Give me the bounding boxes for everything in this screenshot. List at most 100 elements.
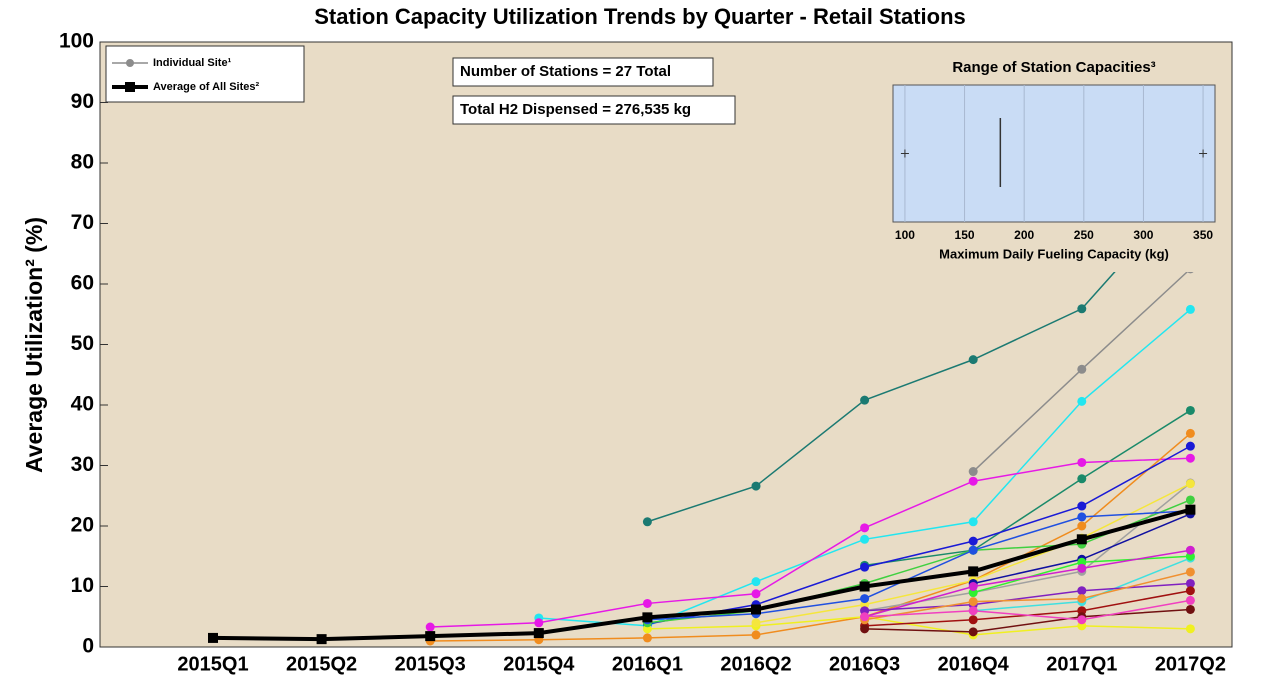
point bbox=[642, 612, 653, 623]
annotation-box bbox=[452, 95, 736, 125]
series-line bbox=[647, 445, 1191, 625]
point bbox=[1077, 615, 1087, 625]
point bbox=[316, 634, 327, 645]
point bbox=[860, 594, 870, 604]
series-line bbox=[430, 432, 1191, 642]
y-tick-label: 20 bbox=[71, 514, 94, 537]
point bbox=[860, 395, 870, 405]
point bbox=[751, 577, 761, 587]
y-tick-label: 0 bbox=[82, 635, 94, 658]
series-line bbox=[212, 507, 1191, 642]
y-tick-label: 30 bbox=[71, 453, 94, 476]
point bbox=[1185, 586, 1195, 596]
annotation-box bbox=[452, 57, 714, 87]
point bbox=[1185, 453, 1195, 463]
legend-marker bbox=[125, 82, 135, 92]
point bbox=[1185, 578, 1195, 588]
x-tick-label: 2015Q2 bbox=[286, 653, 357, 675]
point bbox=[1185, 441, 1195, 451]
annotation: Number of Stations = 27 Total bbox=[460, 63, 671, 80]
y-tick-label: 70 bbox=[71, 211, 94, 234]
legend-marker bbox=[126, 59, 134, 67]
point bbox=[533, 628, 544, 639]
point bbox=[1185, 567, 1195, 577]
x-tick-label: 2016Q1 bbox=[612, 653, 683, 675]
y-tick-label: 80 bbox=[71, 151, 94, 174]
point bbox=[968, 467, 978, 477]
point bbox=[968, 627, 978, 637]
point bbox=[968, 355, 978, 365]
point bbox=[1077, 586, 1087, 596]
legend-label: Individual Site¹ bbox=[153, 57, 232, 69]
inset-x-tick-label: 300 bbox=[1133, 228, 1153, 242]
series-line bbox=[864, 582, 1191, 612]
series-line bbox=[864, 608, 1191, 633]
series-line bbox=[864, 599, 1191, 621]
series-line bbox=[430, 457, 1191, 628]
point bbox=[642, 517, 652, 527]
point bbox=[751, 630, 761, 640]
point bbox=[208, 632, 218, 643]
point bbox=[425, 631, 436, 642]
series-line bbox=[647, 186, 1191, 523]
point bbox=[860, 534, 870, 544]
point bbox=[968, 566, 979, 577]
point bbox=[1185, 504, 1196, 515]
point bbox=[1077, 304, 1087, 314]
point bbox=[1077, 474, 1087, 484]
point bbox=[968, 582, 978, 591]
point bbox=[1077, 512, 1087, 522]
point bbox=[1185, 428, 1195, 438]
point bbox=[1077, 521, 1087, 531]
lines bbox=[208, 182, 1196, 646]
inset-x-tick-label: 350 bbox=[1193, 228, 1213, 242]
inset-x-tick-label: 100 bbox=[895, 228, 915, 242]
point bbox=[1077, 457, 1087, 467]
point bbox=[534, 618, 544, 628]
x-tick-label: 2015Q3 bbox=[395, 653, 466, 675]
inset-title: Range of Station Capacities³ bbox=[952, 59, 1155, 76]
point bbox=[1185, 545, 1195, 555]
x-tick-label: 2015Q4 bbox=[503, 653, 575, 675]
box-outlier bbox=[900, 149, 909, 158]
point bbox=[1185, 595, 1195, 605]
point bbox=[1185, 495, 1195, 505]
x-tick-label: 2016Q4 bbox=[938, 653, 1010, 675]
y-tick-label: 50 bbox=[71, 332, 94, 355]
series-line bbox=[647, 615, 1191, 636]
series-line bbox=[864, 571, 1191, 621]
point bbox=[968, 606, 978, 616]
point bbox=[860, 612, 870, 622]
inset-x-label: Maximum Daily Fueling Capacity (kg) bbox=[939, 246, 1169, 261]
x-tick-label: 2016Q2 bbox=[720, 653, 791, 675]
y-tick-label: 90 bbox=[71, 90, 94, 113]
series-line bbox=[864, 549, 1191, 618]
point bbox=[968, 597, 978, 607]
point bbox=[1185, 304, 1195, 314]
point bbox=[642, 598, 652, 608]
legend-box bbox=[105, 45, 305, 103]
point bbox=[425, 622, 435, 632]
point bbox=[968, 615, 978, 625]
point bbox=[751, 589, 761, 599]
point bbox=[751, 481, 761, 491]
y-tick-label: 10 bbox=[71, 574, 94, 597]
series-line bbox=[647, 510, 1191, 621]
y-tick-label: 60 bbox=[71, 272, 94, 295]
point bbox=[642, 633, 652, 643]
x-tick-label: 2016Q3 bbox=[829, 653, 900, 675]
point bbox=[1185, 405, 1195, 415]
point bbox=[1077, 563, 1087, 573]
x-tick-label: 2017Q2 bbox=[1155, 653, 1226, 675]
point bbox=[968, 476, 978, 486]
inset-x-tick-label: 250 bbox=[1074, 228, 1094, 242]
point bbox=[968, 536, 978, 546]
point bbox=[1185, 479, 1195, 489]
point bbox=[1077, 594, 1087, 604]
point bbox=[860, 624, 870, 634]
series-line bbox=[864, 409, 1191, 567]
point bbox=[860, 523, 870, 533]
y-tick-label: 40 bbox=[71, 393, 94, 416]
point bbox=[751, 604, 761, 615]
